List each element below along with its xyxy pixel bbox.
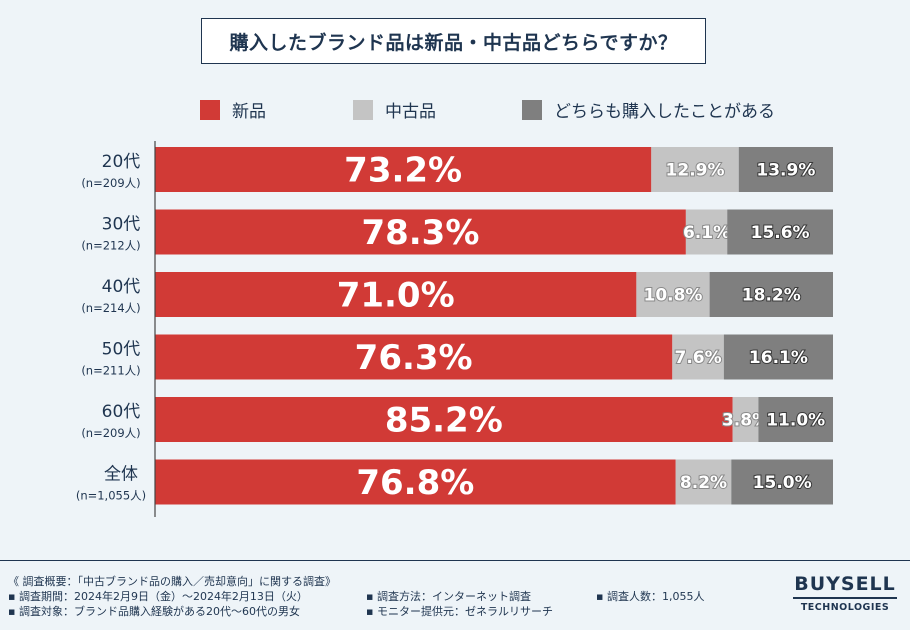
legend-item-both: どちらも購入したことがある — [522, 97, 775, 122]
bar-new-3 — [155, 334, 673, 380]
data-label-used-4: 3.8% — [722, 411, 769, 431]
data-label-used-5: 8.2% — [680, 473, 727, 493]
legend-item-used: 中古品 — [353, 97, 436, 122]
survey-overview: 《 調査概要：「中古ブランド品の購入／売却意向」に関する調査》 — [8, 575, 336, 588]
bar-both-2 — [709, 272, 833, 317]
category-n-label-2: (n=214人) — [81, 301, 140, 315]
category-label-0: 20代 — [102, 152, 141, 172]
bar-used-4 — [732, 397, 759, 442]
survey-count: ▪ 調査人数：1,055人 — [596, 590, 705, 603]
bar-used-0 — [651, 147, 739, 192]
data-label-both-2: 18.2% — [742, 286, 801, 306]
data-label-new-1: 78.3% — [361, 213, 479, 253]
legend-swatch-used — [353, 99, 373, 120]
legend-label-new: 新品 — [232, 102, 266, 122]
data-label-used-1: 6.1% — [683, 223, 730, 243]
category-n-label-0: (n=209人) — [81, 176, 140, 190]
bar-new-0 — [155, 147, 652, 192]
category-label-2: 40代 — [102, 277, 141, 297]
bar-new-1 — [155, 209, 686, 255]
data-label-new-2: 71.0% — [337, 276, 455, 316]
buysell-logo: BUYSELL TECHNOLOGIES — [793, 573, 897, 621]
data-label-used-3: 7.6% — [674, 348, 721, 368]
data-label-both-4: 11.0% — [766, 411, 825, 431]
logo-bottom-text: TECHNOLOGIES — [800, 602, 890, 613]
legend-item-new: 新品 — [200, 97, 266, 122]
data-label-both-1: 15.6% — [751, 223, 810, 243]
survey-target: ▪ 調査対象：ブランド品購入経験がある20代〜60代の男女 — [8, 605, 300, 618]
monitor-provider: ▪ モニター提供元：ゼネラルリサーチ — [366, 605, 553, 618]
bar-both-3 — [723, 334, 833, 380]
legend-label-used: 中古品 — [385, 102, 436, 122]
bar-used-2 — [636, 272, 710, 317]
category-n-label-3: (n=211人) — [81, 364, 140, 378]
chart-title: 購入したブランド品は新品・中古品どちらですか？ — [201, 18, 706, 64]
category-n-label-1: (n=212人) — [81, 239, 140, 253]
data-label-new-3: 76.3% — [355, 338, 473, 378]
stacked-bar-chart: 73.2% 12.9% 13.9% 20代 (n=209人) 78.3% 6.1% 15.6%… — [76, 141, 833, 517]
chart-title-text: 購入したブランド品は新品・中古品どちらですか？ — [229, 31, 678, 54]
legend-label-both: どちらも購入したことがある — [554, 102, 775, 122]
data-label-both-3: 16.1% — [749, 348, 808, 368]
logo-rule — [793, 597, 897, 599]
legend-swatch-both — [522, 99, 542, 120]
category-n-label-5: (n=1,055人) — [76, 489, 146, 503]
data-label-both-5: 15.0% — [753, 473, 812, 493]
logo-top-text: BUYSELL — [794, 573, 896, 595]
category-label-1: 30代 — [102, 215, 141, 235]
bar-both-1 — [727, 209, 833, 255]
bar-new-4 — [155, 397, 733, 442]
bar-both-4 — [758, 397, 833, 442]
bar-both-5 — [731, 459, 833, 505]
bar-new-5 — [155, 459, 676, 505]
bar-both-0 — [738, 147, 833, 192]
survey-method: ▪ 調査方法：インターネット調査 — [366, 590, 531, 603]
legend: 新品 中古品 どちらも購入したことがある — [0, 97, 910, 122]
category-label-3: 50代 — [102, 340, 141, 360]
data-label-new-5: 76.8% — [356, 463, 474, 503]
data-label-used-0: 12.9% — [666, 161, 725, 181]
data-label-used-2: 10.8% — [643, 286, 702, 306]
bar-used-1 — [685, 209, 728, 255]
footer-divider — [0, 560, 910, 561]
bar-used-5 — [675, 459, 732, 505]
bar-new-2 — [155, 272, 637, 317]
category-n-label-4: (n=209人) — [81, 426, 140, 440]
survey-period: ▪ 調査期間：2024年2月9日（金）〜2024年2月13日（火） — [8, 590, 308, 603]
data-label-new-0: 73.2% — [344, 151, 462, 191]
category-label-4: 60代 — [102, 402, 141, 422]
data-label-both-0: 13.9% — [756, 161, 815, 181]
data-label-new-4: 85.2% — [385, 401, 503, 441]
legend-swatch-new — [200, 99, 220, 120]
category-label-5: 全体 — [104, 465, 138, 485]
bar-used-3 — [672, 334, 724, 380]
